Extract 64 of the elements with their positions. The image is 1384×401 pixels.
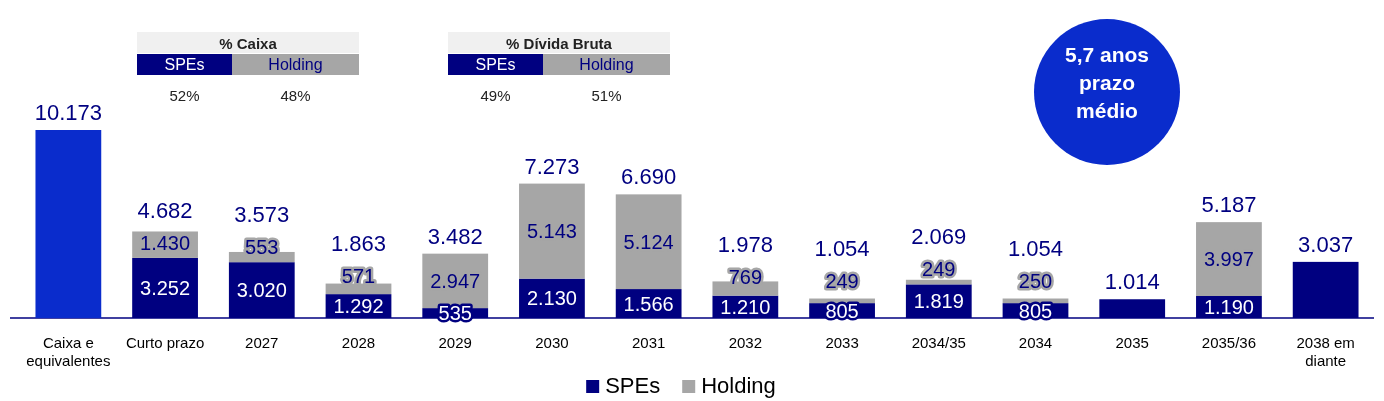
- data-label: 2.947: [430, 269, 481, 292]
- bar: [35, 130, 102, 318]
- data-label: 250: [1018, 269, 1053, 292]
- data-label: 535: [438, 302, 472, 325]
- data-label: 1.210: [720, 295, 771, 318]
- text: 5,7 anos prazo médio: [1064, 43, 1150, 122]
- total-label: 5.187: [1201, 192, 1257, 218]
- data-label: 5.143: [526, 220, 577, 243]
- data-label: 1.566: [623, 292, 674, 315]
- x-tick-label: Caixa e equivalentes: [26, 334, 111, 369]
- text: 52%: [169, 87, 200, 104]
- data-label: 1.819: [913, 290, 964, 313]
- data-label: 805: [825, 299, 859, 322]
- text: % Caixa: [219, 35, 278, 52]
- x-tick-label: 2038 em diante: [1296, 334, 1355, 369]
- legend-label: Holding: [701, 373, 776, 398]
- data-label: 1.430: [140, 231, 191, 254]
- x-tick-label: 2034: [1018, 334, 1053, 351]
- x-tick-label: 2030: [535, 334, 569, 351]
- x-tick-label: 2027: [245, 334, 279, 351]
- data-label: 805: [1018, 299, 1053, 322]
- x-tick-label: 2035/36: [1201, 334, 1257, 351]
- x-tick-label: 2028: [341, 334, 376, 351]
- total-label: 3.573: [234, 202, 290, 228]
- data-label: 553: [245, 236, 279, 259]
- total-label: 1.014: [1104, 269, 1160, 295]
- text: Holding: [579, 56, 634, 73]
- x-tick-label: 2034/35: [911, 334, 966, 351]
- legend-label: SPEs: [605, 373, 661, 398]
- x-tick-label: 2031: [631, 334, 666, 351]
- text: Holding: [268, 56, 323, 73]
- total-label: 4.682: [137, 197, 193, 223]
- total-label: 7.273: [524, 153, 580, 179]
- data-label: 1.190: [1203, 296, 1254, 318]
- total-label: 10.173: [34, 100, 103, 125]
- total-label: 3.482: [427, 223, 483, 249]
- total-label: 1.054: [1007, 235, 1064, 261]
- x-tick-label: 2033: [825, 334, 859, 351]
- total-label: 2.069: [911, 224, 967, 250]
- total-label: 6.690: [621, 164, 677, 190]
- x-tick-label: 2035: [1115, 334, 1149, 351]
- text: 49%: [480, 87, 511, 104]
- x-tick-label: 2029: [438, 334, 472, 351]
- text: 51%: [591, 87, 622, 104]
- data-label: 249: [825, 269, 859, 292]
- data-label: 3.252: [140, 276, 191, 299]
- data-label: 2.130: [526, 287, 577, 310]
- data-label: 5.124: [623, 230, 674, 253]
- x-tick-label: Curto prazo: [125, 334, 205, 351]
- total-label: 1.054: [814, 235, 870, 261]
- total-label: 3.037: [1298, 231, 1354, 257]
- text: 48%: [280, 87, 311, 104]
- text: SPEs: [475, 56, 516, 73]
- data-label: 571: [341, 265, 376, 288]
- x-tick-label: 2032: [728, 334, 763, 351]
- data-label: 3.997: [1203, 248, 1254, 271]
- data-label: 249: [922, 258, 956, 281]
- data-label: 769: [728, 265, 763, 288]
- total-label: 1.978: [717, 231, 773, 257]
- data-label: 1.292: [333, 295, 384, 318]
- total-label: 1.863: [330, 231, 387, 257]
- text: SPEs: [164, 56, 205, 73]
- data-label: 3.020: [236, 279, 287, 302]
- text: % Dívida Bruta: [506, 35, 613, 52]
